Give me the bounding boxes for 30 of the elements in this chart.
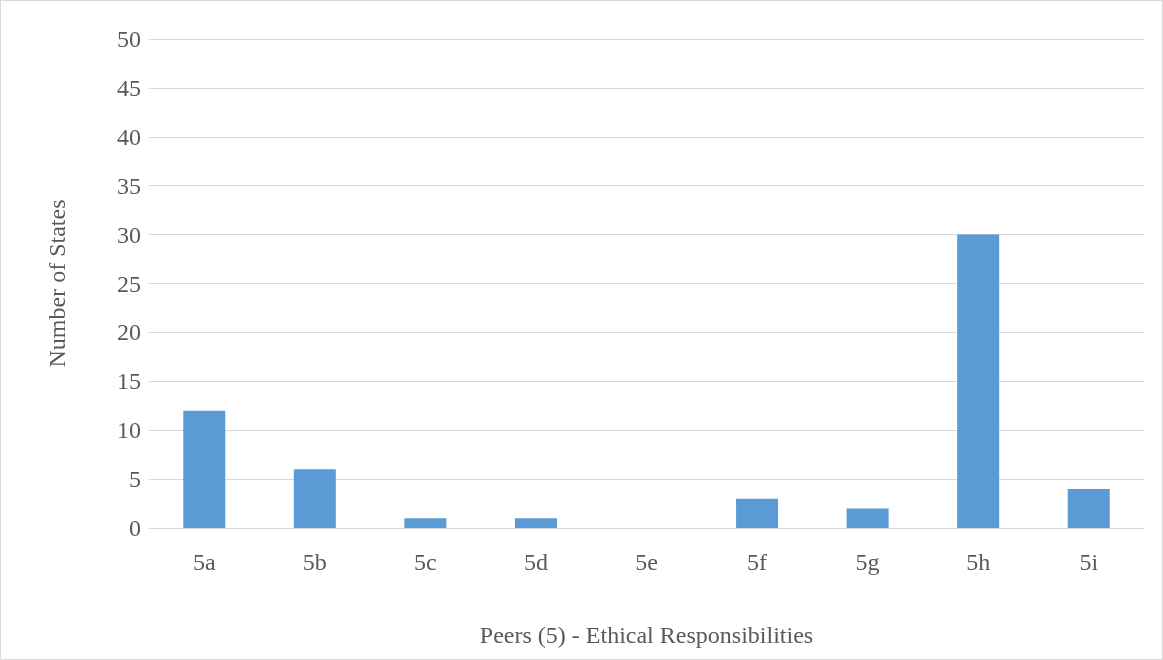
x-tick-label: 5f (747, 549, 768, 575)
y-tick-label: 50 (117, 26, 141, 52)
x-tick-label: 5a (192, 549, 216, 575)
x-tick-label: 5h (966, 549, 991, 575)
y-tick-label: 30 (117, 221, 141, 248)
bar (846, 508, 889, 528)
bar (957, 234, 1000, 528)
bar (514, 518, 557, 528)
x-tick-label: 5c (414, 549, 437, 575)
x-tick-label: 5g (855, 549, 880, 575)
bar (404, 518, 447, 528)
y-tick-label: 15 (117, 368, 141, 395)
bar (1067, 488, 1110, 528)
y-tick-label: 45 (117, 74, 141, 101)
x-axis-title: Peers (5) - Ethical Responsibilities (479, 622, 814, 648)
y-tick-label: 25 (117, 270, 141, 297)
y-tick-label: 20 (117, 319, 141, 346)
y-tick-label: 5 (129, 466, 141, 493)
x-tick-label: 5d (523, 549, 548, 575)
bar (293, 469, 336, 528)
y-tick-label: 40 (117, 123, 141, 150)
bar (736, 498, 779, 528)
y-axis-title: Number of States (44, 199, 70, 368)
x-tick-label: 5i (1079, 549, 1099, 575)
y-tick-label: 10 (117, 417, 141, 444)
y-tick-label: 0 (129, 515, 141, 541)
x-tick-label: 5e (635, 549, 658, 575)
x-tick-label: 5b (302, 549, 327, 575)
y-tick-label: 35 (117, 172, 141, 199)
bar (183, 410, 226, 528)
